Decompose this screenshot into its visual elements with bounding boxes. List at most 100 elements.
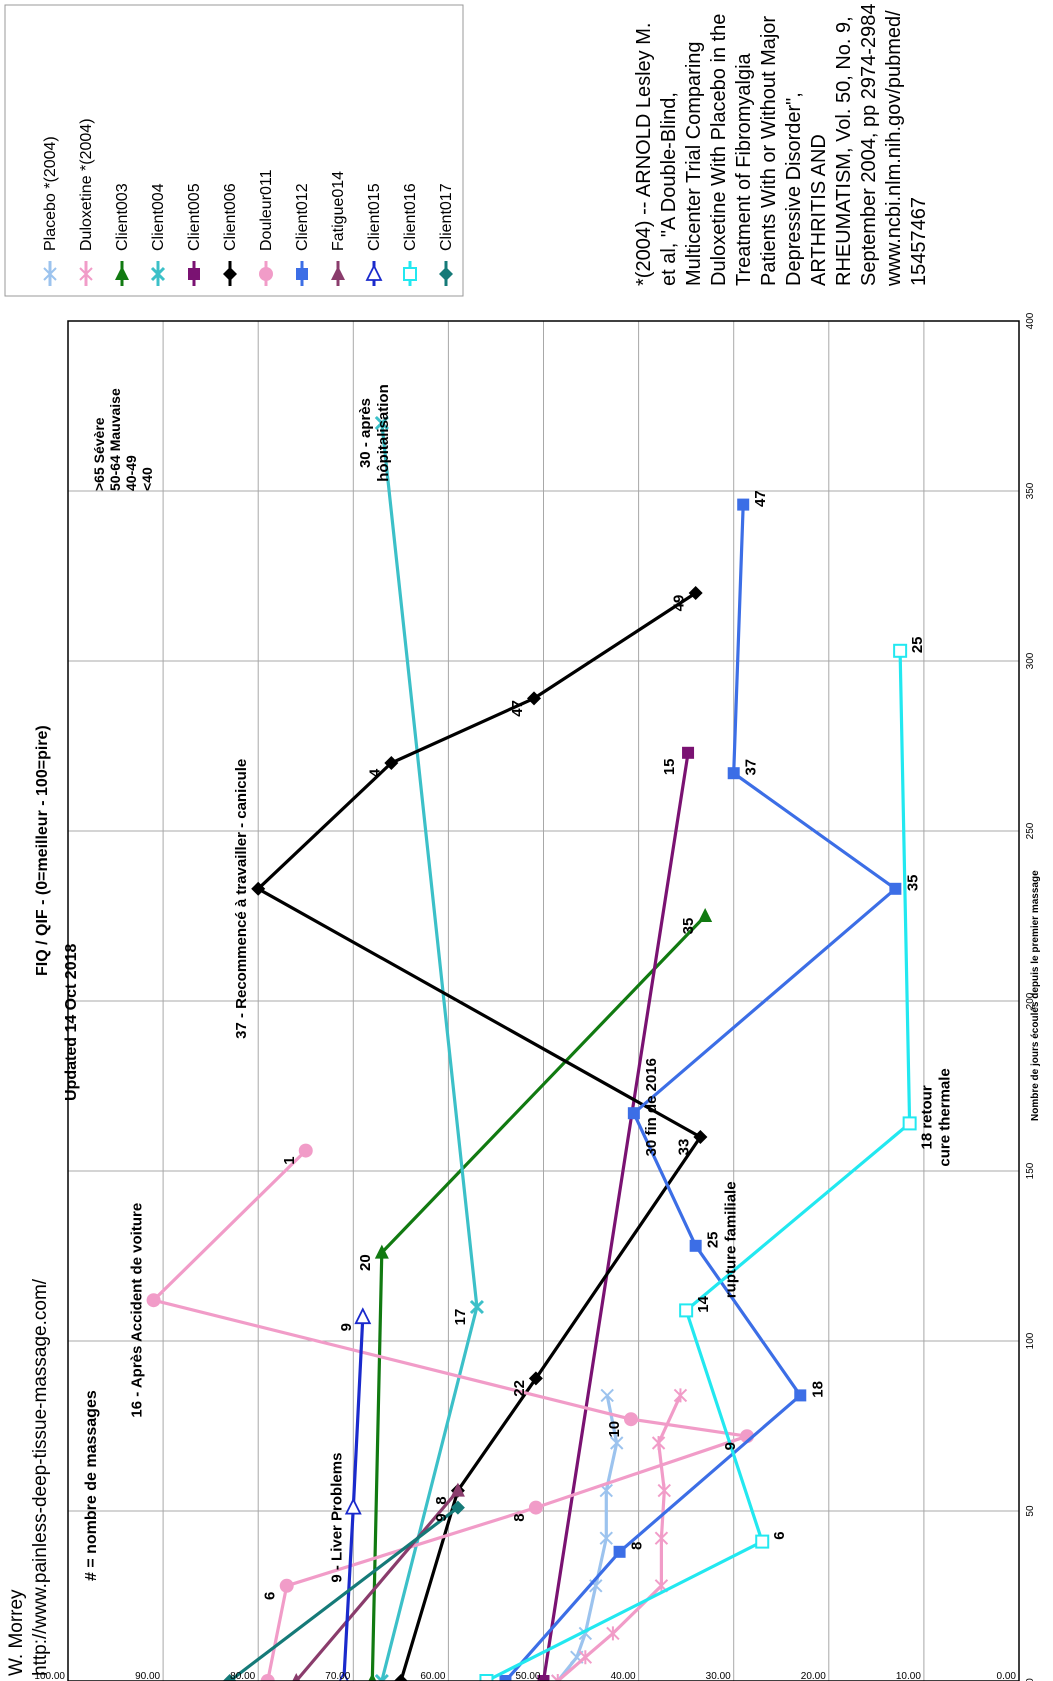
legend-marker [150,266,166,282]
data-point [526,691,541,706]
data-point [682,746,695,759]
annotation-label: 35 [680,918,697,935]
y-tick-label: 90.00 [135,1671,160,1681]
legend-entry: Client004 [150,183,167,286]
y-tick-label: 50.00 [515,1671,540,1681]
annotation-label: 14 [695,1295,712,1312]
severity-legend-3: <40 [139,467,155,491]
data-point [794,1389,807,1402]
data-point [499,1675,512,1681]
legend-label: Client006 [222,183,239,251]
axes: 0 50 100 150 200 250 300 350 400 0.00 10.00 20.00 30… [34,312,1036,1681]
annotation-label: 30 fin de 2016 [643,1058,660,1156]
x-tick-label: 100 [1025,1332,1036,1349]
legend-label: Client005 [186,183,203,251]
x-tick-label: 50 [1025,1505,1036,1517]
legend-entry: Client003 [114,183,131,286]
data-point [889,882,902,895]
x-axis-label: Nombre de jours écoulés depuis le premie… [1030,870,1041,1121]
legend-entry: Douleur011 [258,169,275,286]
data-point [698,908,713,922]
legend-label: Client016 [402,183,419,251]
data-point [384,756,399,770]
data-point [679,1303,694,1318]
x-tick-label: 150 [1025,1162,1036,1179]
annotation-label: 30 - aprèshôpitalisation [357,384,392,482]
data-point [606,1626,620,1641]
data-point [279,1578,294,1593]
legend-entry: Client012 [294,183,311,286]
y-tick-label: 30.00 [706,1671,731,1681]
citation-line: September 2004, pp 2974-2984 [858,4,880,286]
y-tick-label: 70.00 [325,1671,350,1681]
data-point [537,1675,550,1681]
annotation-label: 47 [752,490,769,507]
x-tick-label: 250 [1025,822,1036,839]
legend-marker [115,266,129,280]
legend-label: Client012 [294,183,311,251]
annotation-label: 8 [433,1496,450,1504]
annotation-label: 8 [511,1513,528,1521]
data-point [354,1307,372,1325]
annotation-label: 1 [281,1156,298,1164]
severity-legend-0: >65 Sévère [91,417,107,491]
legend: Placebo *(2004) Duloxetine *(2004) Client0… [4,4,464,297]
data-point [479,1674,494,1681]
series-client016 [479,643,917,1681]
y-tick-label: 60.00 [420,1671,445,1681]
annotation-label: 37 [743,759,760,776]
data-point [374,1673,389,1681]
data-point [251,881,266,896]
y-tick-label: 20.00 [801,1671,826,1681]
legend-marker [223,267,237,281]
data-point [374,415,389,431]
data-point [727,767,740,780]
legend-label: Duloxetine *(2004) [78,118,95,251]
y-tick-label: 100.00 [34,1671,65,1681]
data-point [393,1674,408,1681]
data-point [450,1482,465,1497]
legend-entry: Client016 [402,183,419,286]
series-client004 [374,415,484,1681]
x-tick-label: 350 [1025,482,1036,499]
massages-note: # = nombre de massages [83,1390,100,1581]
legend-label: Client017 [438,183,455,251]
legend-label: Client003 [114,183,131,251]
url-text: http://www.painless-deep-tissue-massage.… [30,1278,51,1676]
citation-line: Treatment of Fibromyalgia [733,52,755,286]
plot-frame [67,320,1020,1681]
series-line [556,1395,619,1681]
data-point [902,1116,917,1131]
annotation-label: 6 [262,1592,279,1600]
series-line [256,591,702,1681]
data-point [374,1244,389,1259]
annotations: 6 8 9 10 16 - Après Accident de voiture 1 9 - … [129,384,954,1600]
annotation-label: 9 [338,1323,355,1331]
annotation-label: 22 [511,1380,528,1397]
citation-line: ARTHRITIS AND [808,134,830,286]
annotation-label: 25rupture familiale [705,1181,740,1298]
severity-legend-2: 40-49 [123,455,139,491]
series-line [228,1506,459,1681]
annotation-label: 25 [909,636,926,653]
data-point [651,1436,666,1450]
annotation-label: 9 [722,1442,739,1450]
data-point [578,1650,593,1665]
data-point [528,1500,543,1515]
citation-line: www.ncbi.nlm.nih.gov/pubmed/ [883,10,905,287]
data-point [289,1673,304,1681]
x-tick-label: 0 [1025,1678,1036,1681]
legend-marker [296,268,308,280]
y-tick-label: 40.00 [611,1671,636,1681]
legend-entry: Client006 [222,183,239,286]
citation-line: Multicenter Trial Comparing [683,41,705,286]
legend-marker [188,268,200,280]
data-point [469,1299,484,1315]
legend-marker [365,263,383,281]
legend-entry: Client017 [438,183,455,286]
citation-line: Depressive Disorder", [783,92,805,286]
legend-entry: Placebo *(2004) [42,136,59,286]
series-line [294,1489,460,1681]
y-tick-label: 0.00 [997,1671,1017,1681]
data-point [755,1534,770,1549]
